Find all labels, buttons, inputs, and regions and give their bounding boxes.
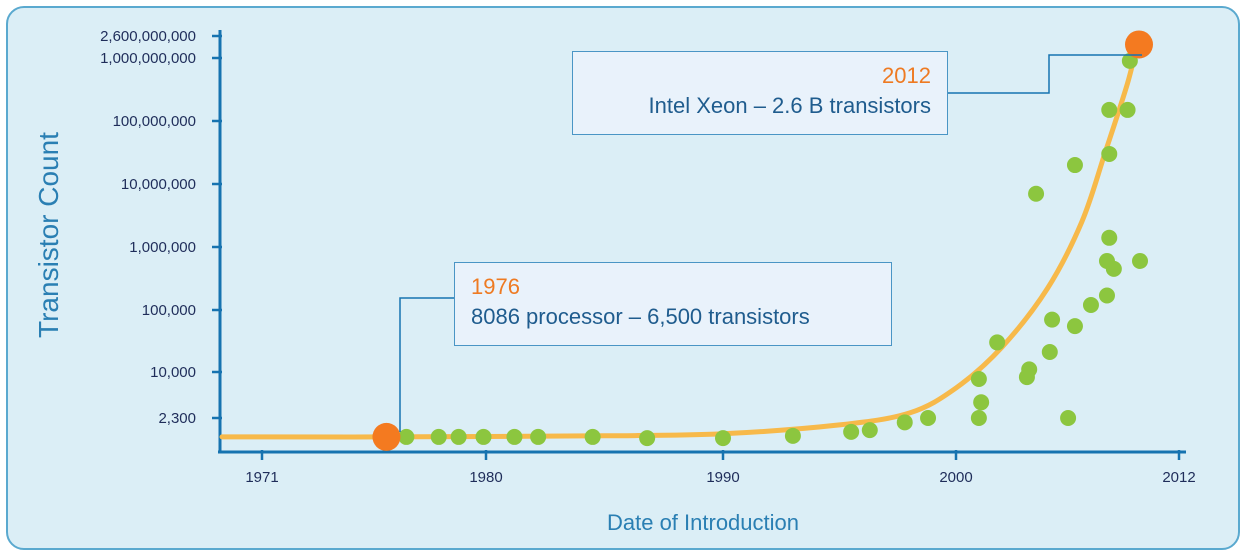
highlight-point-2012 xyxy=(1125,30,1153,59)
data-point xyxy=(1098,287,1115,304)
data-point xyxy=(784,427,801,444)
data-point xyxy=(584,428,601,445)
y-tick-label: 2,600,000,000 xyxy=(100,28,196,45)
y-tick-label: 100,000,000 xyxy=(113,113,196,130)
data-point xyxy=(530,428,547,445)
data-point xyxy=(639,430,656,447)
data-point xyxy=(1101,101,1118,118)
data-point xyxy=(861,422,878,439)
data-point xyxy=(970,410,987,426)
data-point xyxy=(450,428,467,445)
x-tick-label: 1980 xyxy=(469,469,502,486)
callout-2012-text: Intel Xeon – 2.6 B transistors xyxy=(648,93,932,118)
x-tick-label: 1971 xyxy=(245,469,278,486)
callout-1976-leader xyxy=(399,297,460,432)
trend-line xyxy=(219,33,1142,440)
data-point xyxy=(1021,361,1038,378)
y-tick-label: 10,000 xyxy=(150,364,196,381)
data-point xyxy=(1028,185,1045,202)
data-point xyxy=(1060,410,1077,426)
y-axis-title: Transistor Count xyxy=(33,132,64,338)
data-point xyxy=(398,428,415,445)
data-point xyxy=(715,430,731,447)
data-point xyxy=(896,414,913,431)
data-point xyxy=(1101,229,1118,246)
data-point xyxy=(843,423,860,440)
data-point xyxy=(1132,252,1148,269)
data-point xyxy=(506,428,523,445)
data-point xyxy=(475,428,492,445)
data-point xyxy=(1082,297,1099,314)
x-tick-label: 2000 xyxy=(939,469,972,486)
y-tick-label: 100,000 xyxy=(142,302,196,319)
data-point xyxy=(920,410,937,426)
data-point xyxy=(1119,101,1136,118)
y-tick-label: 1,000,000 xyxy=(129,239,196,256)
data-point xyxy=(430,428,447,445)
data-point xyxy=(1101,145,1118,162)
x-tick-label: 1990 xyxy=(706,469,739,486)
x-tick-label: 2012 xyxy=(1162,469,1195,486)
y-tick-label: 10,000,000 xyxy=(121,176,196,193)
x-axis-title: Date of Introduction xyxy=(607,510,799,535)
callout-2012: 2012 Intel Xeon – 2.6 B transistors xyxy=(572,51,948,135)
callout-2012-leader xyxy=(948,54,1142,94)
data-point xyxy=(1066,157,1083,174)
callout-1976-text: 8086 processor – 6,500 transistors xyxy=(471,304,810,329)
data-point xyxy=(970,370,987,387)
highlight-point-1976 xyxy=(372,422,401,451)
callout-1976-year: 1976 xyxy=(471,274,520,299)
callout-1976: 1976 8086 processor – 6,500 transistors xyxy=(454,262,892,346)
callout-2012-year: 2012 xyxy=(882,63,931,88)
data-point xyxy=(1066,318,1083,335)
y-tick-label: 2,300 xyxy=(158,410,196,427)
data-point xyxy=(1044,311,1061,328)
data-point xyxy=(1041,344,1058,361)
y-tick-label: 1,000,000,000 xyxy=(100,50,196,67)
data-point xyxy=(973,394,990,411)
data-point xyxy=(989,334,1006,351)
data-point xyxy=(1105,260,1122,277)
